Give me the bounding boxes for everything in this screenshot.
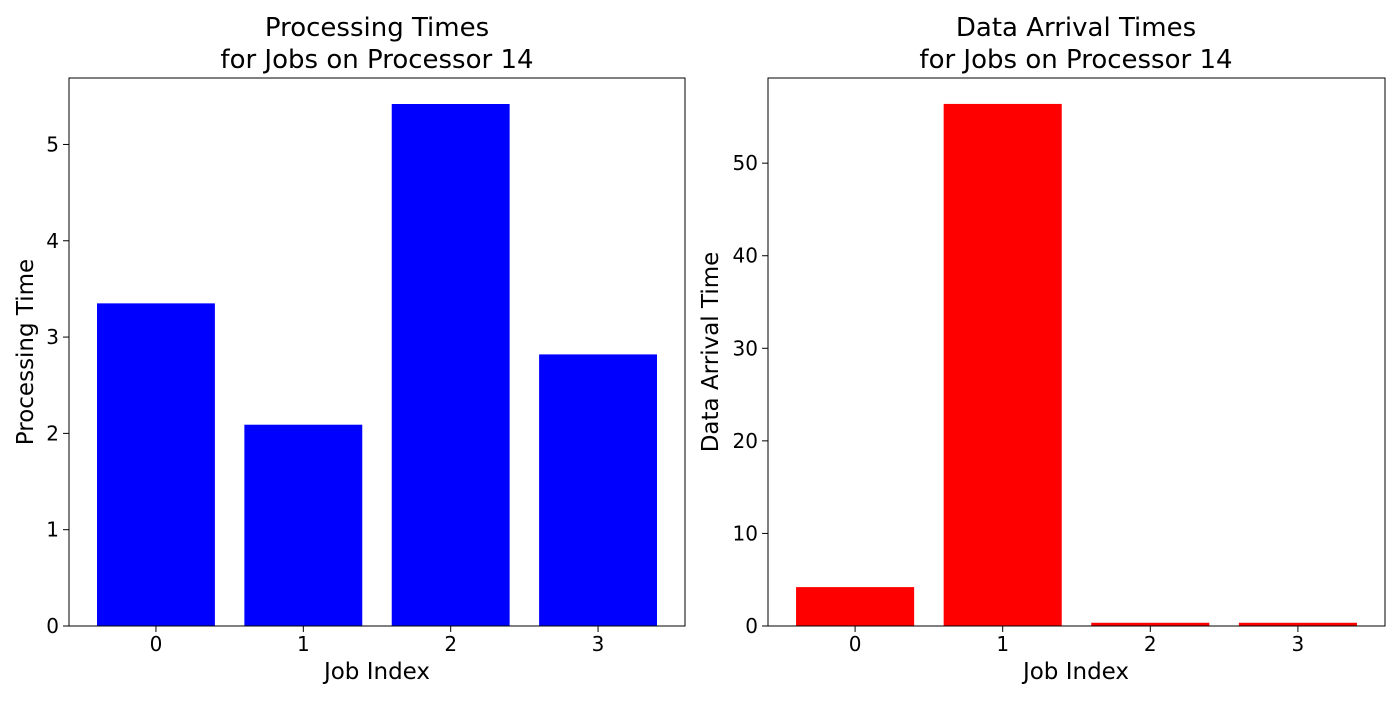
processing-times-chart: Processing Times for Jobs on Processor 1… [13, 13, 686, 685]
bar-job-3 [539, 354, 657, 626]
plot-frame [68, 77, 686, 627]
chart-title-line-2: for Jobs on Processor 14 [919, 45, 1232, 75]
y-tick-label: 2 [46, 421, 59, 445]
chart-title-line-1: Data Arrival Times [956, 13, 1196, 43]
bar-job-1 [244, 424, 363, 626]
y-tick-label: 4 [46, 229, 59, 253]
y-axis-label: Processing Time [13, 259, 39, 445]
y-tick-label: 40 [733, 244, 758, 268]
x-axis-label: Job Index [322, 659, 430, 685]
data-arrival-times-chart: Data Arrival Times for Jobs on Processor… [698, 13, 1386, 685]
bar-job-2 [391, 104, 510, 626]
y-axis-label: Data Arrival Time [698, 252, 724, 453]
bar-job-1 [943, 103, 1062, 627]
y-tick-label: 30 [733, 336, 758, 360]
x-tick-label: 2 [1144, 632, 1157, 656]
y-tick-label: 5 [46, 132, 59, 156]
x-tick-label: 0 [150, 632, 163, 656]
bars [97, 104, 657, 626]
chart-title-line-1: Processing Times [265, 13, 489, 43]
bar-job-3 [1238, 622, 1357, 626]
x-tick-label: 1 [996, 632, 1009, 656]
bar-job-2 [1091, 622, 1210, 626]
x-tick-label: 1 [297, 632, 310, 656]
x-tick-label: 2 [444, 632, 457, 656]
x-tick-label: 0 [849, 632, 862, 656]
x-tick-label: 3 [1292, 632, 1305, 656]
y-tick-label: 50 [733, 151, 758, 175]
y-tick-label: 1 [46, 518, 59, 542]
ticks: 0 1 2 3 0 1 2 3 4 5 [46, 132, 604, 656]
chart-title-line-2: for Jobs on Processor 14 [220, 45, 533, 75]
x-tick-label: 3 [592, 632, 605, 656]
bar-job-0 [97, 303, 215, 626]
y-tick-label: 3 [46, 325, 59, 349]
plot-frame [767, 77, 1386, 627]
y-tick-label: 20 [733, 429, 758, 453]
y-tick-label: 10 [733, 521, 758, 545]
bars [796, 103, 1357, 627]
y-tick-label: 0 [46, 614, 59, 638]
x-axis-label: Job Index [1021, 659, 1129, 685]
y-tick-label: 0 [745, 614, 758, 638]
bar-job-0 [796, 587, 915, 626]
